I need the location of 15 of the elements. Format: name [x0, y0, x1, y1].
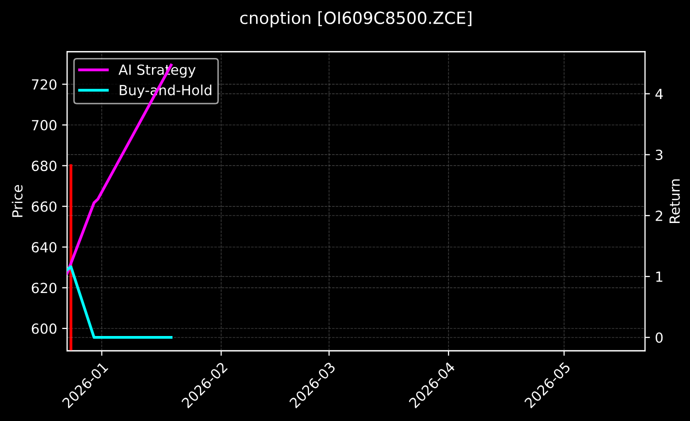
y-tick-label: 700 [32, 120, 56, 130]
y-tick-label: 620 [32, 282, 56, 294]
y2-tick-label: 2 [656, 210, 662, 221]
y2-tick-label: 0 [656, 332, 663, 343]
y-tick-label: 600 [32, 323, 56, 334]
y-tick-label: 640 [32, 242, 56, 253]
y-tick-label: 720 [32, 79, 56, 90]
y2-tick-label: 1 [656, 272, 662, 282]
chart-title: cnoption [OI609C8500.ZCE] [240, 11, 472, 28]
y2-axis-title: Return [670, 179, 680, 223]
y-axis-title: Price [12, 185, 23, 217]
y2-tick-label: 3 [656, 150, 662, 160]
y-tick-label: 660 [32, 201, 56, 212]
y-tick-label: 680 [32, 160, 56, 172]
y2-tick-label: 4 [655, 88, 663, 100]
